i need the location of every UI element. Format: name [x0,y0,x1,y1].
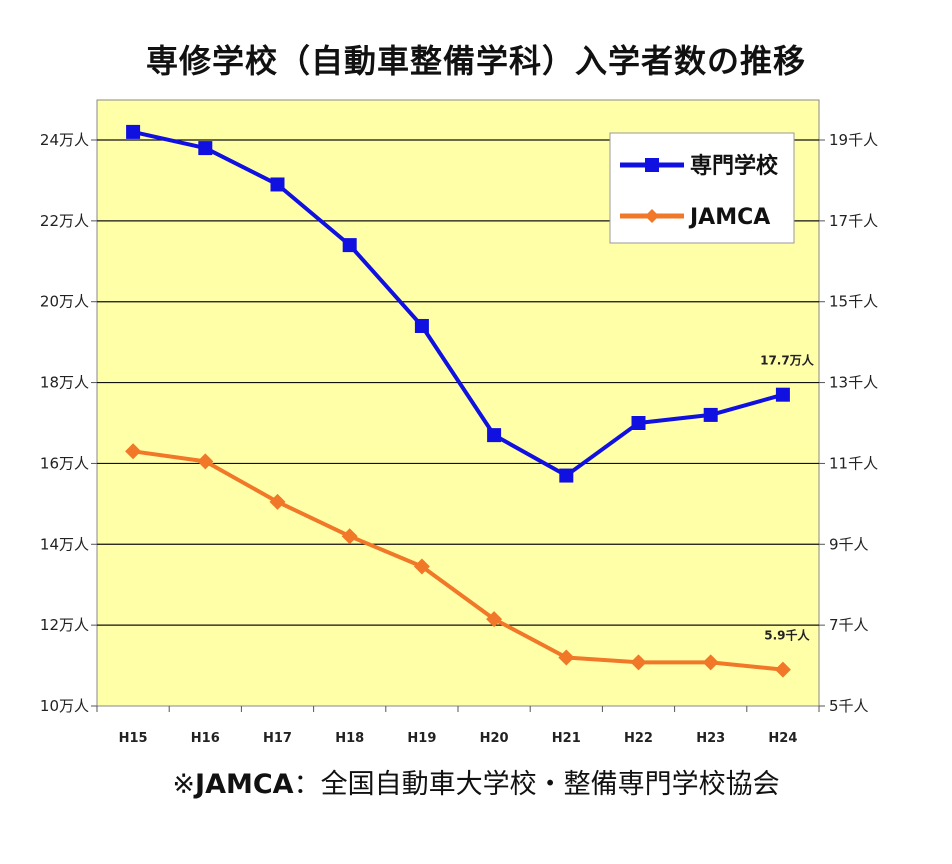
data-point [413,558,430,575]
footnote: ※JAMCA：全国自動車大学校・整備専門学校協会 [0,762,952,801]
right-axis-ticks: 5千人 7千人 9千人 11千人 13千人 15千人 17千人 19千人 [819,131,878,715]
footnote-prefix: ※ [172,769,196,800]
left-tick-label: 10万人 [40,697,89,715]
annotation-layer: 17.7万人 5.9千人 [760,353,815,643]
data-point [269,493,286,510]
x-tick-label: H16 [191,731,220,746]
x-tick-label: H22 [624,731,653,746]
data-point [630,654,647,671]
data-point [703,407,718,422]
data-point [342,238,357,253]
left-tick-label: 22万人 [40,212,89,230]
x-tick-label: H24 [768,731,797,746]
x-tick-label: H15 [119,731,148,746]
data-label: 5.9千人 [764,628,810,643]
left-tick-label: 18万人 [40,374,89,392]
series-line-0 [132,129,784,478]
series-layer [125,124,791,678]
line-chart: 10万人 12万人 14万人 16万人 18万人 20万人 22万人 24万人 5千人 7千人 9… [40,99,878,746]
legend-label-0: 専門学校 [690,153,779,179]
footnote-jamca: JAMCA [195,769,294,800]
data-point [631,416,646,430]
data-label: 17.7万人 [760,353,815,368]
left-tick-label: 24万人 [40,131,89,149]
data-point [559,468,574,483]
right-tick-label: 19千人 [829,131,878,149]
right-tick-label: 7千人 [829,616,869,634]
data-point [487,428,502,443]
right-tick-label: 5千人 [829,697,869,715]
legend-marker-1 [645,209,659,223]
data-point [775,387,790,402]
right-tick-label: 17千人 [829,212,878,230]
data-point [341,528,358,545]
left-axis-ticks: 10万人 12万人 14万人 16万人 18万人 20万人 22万人 24万人 [40,131,97,715]
series-line-1 [132,449,784,672]
data-point [126,124,141,139]
data-point [558,649,575,666]
data-point [197,453,214,470]
data-point [270,177,285,192]
data-point [486,611,503,628]
data-point [125,443,142,460]
legend-label-1: JAMCA [688,205,770,230]
legend-marker-0 [645,158,659,172]
right-tick-label: 9千人 [829,535,869,553]
x-tick-label: H17 [263,731,292,746]
left-tick-label: 16万人 [40,454,89,472]
footnote-rest: ：全国自動車大学校・整備専門学校協会 [293,769,780,800]
x-tick-label: H18 [335,731,364,746]
right-tick-label: 13千人 [829,374,878,392]
legend-box [609,132,795,244]
left-tick-label: 20万人 [40,293,89,311]
left-tick-label: 14万人 [40,535,89,553]
chart-title: 専修学校（自動車整備学科）入学者数の推移 [145,42,806,80]
x-axis-ticks: H15 H16 H17 H18 H19 H20 H21 H22 H23 H24 [96,706,820,746]
data-point [414,318,429,333]
data-point [774,661,791,678]
x-tick-label: H19 [407,731,436,746]
x-tick-label: H23 [696,731,725,746]
data-point [198,141,213,156]
data-point [702,654,719,671]
x-tick-label: H21 [552,731,581,746]
right-tick-label: 15千人 [829,293,878,311]
right-tick-label: 11千人 [829,454,878,472]
x-tick-label: H20 [480,731,509,746]
legend: 専門学校 JAMCA [609,132,795,244]
left-tick-label: 12万人 [40,616,89,634]
